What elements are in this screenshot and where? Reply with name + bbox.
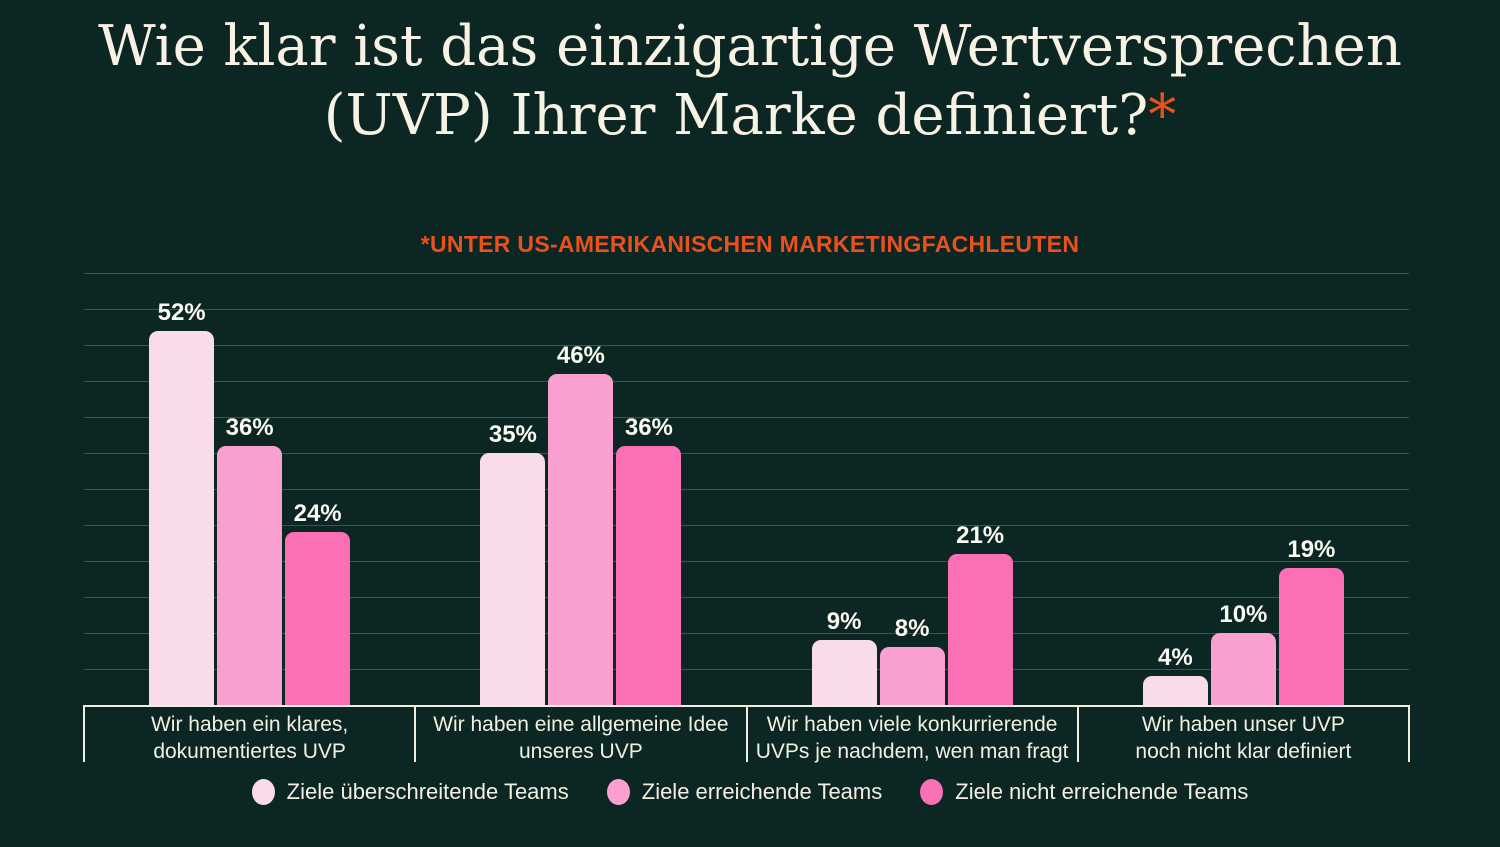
bar-group: 9% 8% 21% xyxy=(747,273,1078,705)
bar: 9% xyxy=(811,608,877,705)
legend-item: Ziele nicht erreichende Teams xyxy=(920,779,1248,805)
legend-label: Ziele nicht erreichende Teams xyxy=(955,779,1249,804)
title-asterisk: * xyxy=(1148,83,1177,149)
bar-value-label: 36% xyxy=(225,413,274,441)
bar: 10% xyxy=(1210,601,1276,705)
bar-value-label: 4% xyxy=(1158,644,1193,672)
category-label: Wir haben viele konkurrierende UVPs je n… xyxy=(745,707,1077,763)
bar: 24% xyxy=(285,500,351,705)
chart-legend: Ziele überschreitende Teams Ziele erreich… xyxy=(0,779,1500,805)
bar-value-label: 19% xyxy=(1287,536,1336,564)
bar-value-label: 10% xyxy=(1219,601,1268,628)
title-line1: Wie klar ist das einzigartige Wertverspr… xyxy=(98,14,1402,79)
legend-swatch-icon xyxy=(251,779,275,805)
x-axis-category-box: Wir haben ein klares, dokumentiertes UVP… xyxy=(83,705,1410,763)
legend-item: Ziele überschreitende Teams xyxy=(251,779,569,805)
bar: 52% xyxy=(149,299,215,705)
bar-value-label: 52% xyxy=(157,298,206,326)
bar: 46% xyxy=(548,342,614,705)
legend-swatch-icon xyxy=(920,779,944,805)
page-title: Wie klar ist das einzigartige Wertverspr… xyxy=(0,12,1500,151)
bar: 35% xyxy=(480,421,546,705)
bar-value-label: 9% xyxy=(826,608,862,636)
bar: 8% xyxy=(879,615,945,705)
chart-subtitle: *UNTER US-AMERIKANISCHEN MARKETINGFACHLE… xyxy=(420,231,1080,257)
bar-value-label: 35% xyxy=(488,421,537,448)
bar-value-label: 36% xyxy=(624,413,673,441)
bar: 21% xyxy=(947,522,1013,705)
bar-value-label: 8% xyxy=(894,615,930,643)
legend-swatch-icon xyxy=(606,779,630,805)
category-label: Wir haben ein klares, dokumentiertes UVP xyxy=(150,713,349,763)
legend-label: Ziele überschreitende Teams xyxy=(286,779,569,804)
bar-value-label: 46% xyxy=(556,341,605,369)
bar-value-label: 24% xyxy=(293,500,342,528)
category-label: Wir haben unser UVP noch nicht klar defi… xyxy=(1076,707,1408,763)
bar-group: 35% 46% 36% xyxy=(415,273,746,705)
legend-item: Ziele erreichende Teams xyxy=(606,779,883,805)
bar: 4% xyxy=(1142,644,1208,705)
bar: 36% xyxy=(616,414,682,705)
bar-value-label: 21% xyxy=(956,521,1005,549)
category-label: Wir haben eine allgemeine Idee unseres U… xyxy=(414,707,745,763)
bar-chart-plot: 52% 36% 24% 35% 46% 36% 9% 8% 21% 4% 10% 19% xyxy=(84,273,1409,705)
title-line2: (UVP) Ihrer Marke definiert? xyxy=(323,83,1149,149)
bar: 19% xyxy=(1278,536,1344,705)
legend-label: Ziele erreichende Teams xyxy=(641,779,883,804)
bar-group: 52% 36% 24% xyxy=(84,273,415,705)
bar-group: 4% 10% 19% xyxy=(1078,273,1409,705)
bar: 36% xyxy=(217,414,283,705)
